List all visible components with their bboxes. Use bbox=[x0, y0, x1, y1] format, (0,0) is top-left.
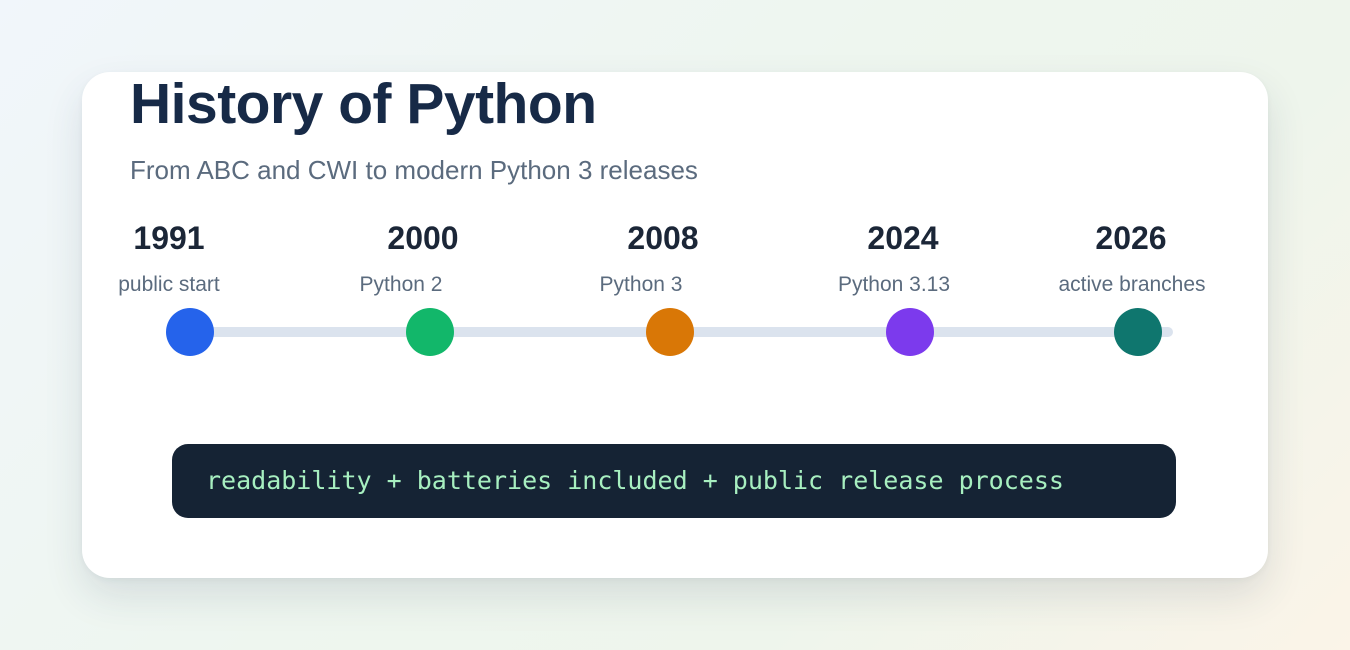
page-title: History of Python bbox=[130, 72, 597, 136]
event-label: Python 3 bbox=[599, 273, 683, 296]
event-marker-dot bbox=[166, 308, 214, 356]
event-year: 2000 bbox=[387, 220, 459, 256]
timeline-card: History of Python From ABC and CWI to mo… bbox=[82, 72, 1268, 578]
motto-code-block: readability + batteries included + publi… bbox=[172, 444, 1176, 518]
event-label: Python 2 bbox=[359, 273, 443, 296]
event-year: 2024 bbox=[867, 220, 939, 256]
event-marker-dot bbox=[1114, 308, 1162, 356]
event-marker-dot bbox=[646, 308, 694, 356]
event-year: 2026 bbox=[1095, 220, 1167, 256]
event-year: 2008 bbox=[627, 220, 699, 256]
page-subtitle: From ABC and CWI to modern Python 3 rele… bbox=[130, 155, 698, 185]
event-label: Python 3.13 bbox=[837, 273, 951, 296]
event-marker-dot bbox=[406, 308, 454, 356]
event-label: public start bbox=[118, 273, 220, 296]
event-marker-dot bbox=[886, 308, 934, 356]
event-label: active branches bbox=[1058, 273, 1206, 296]
event-year: 1991 bbox=[133, 220, 205, 256]
